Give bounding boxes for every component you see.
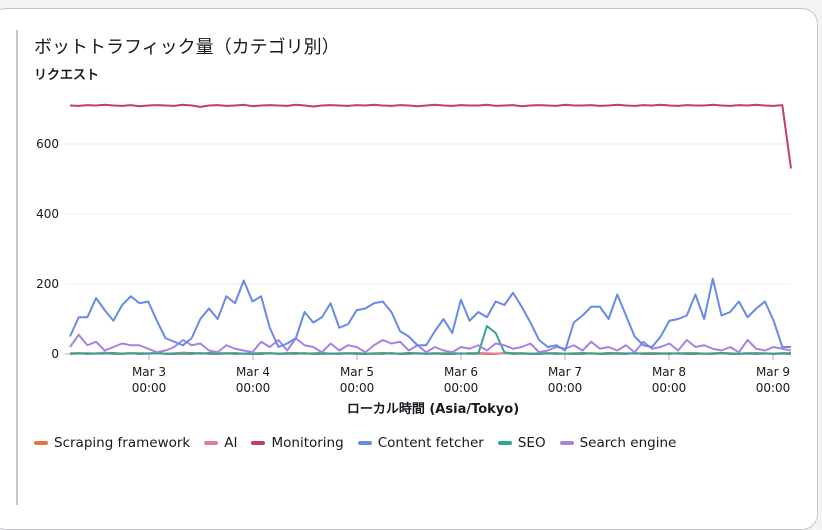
x-tick-date: Mar 3 xyxy=(132,365,166,379)
legend-label: Scraping framework xyxy=(54,435,191,451)
x-tick-time: 00:00 xyxy=(444,381,479,395)
y-axis-label: リクエスト xyxy=(34,68,100,83)
chart-title: ボットトラフィック量（カテゴリ別） xyxy=(34,37,340,58)
series-line-monitoring xyxy=(69,103,792,169)
legend-item[interactable]: Monitoring xyxy=(251,435,344,451)
legend-swatch xyxy=(357,441,372,445)
x-tick-date: Mar 6 xyxy=(444,365,478,379)
x-tick-date: Mar 8 xyxy=(652,365,686,379)
legend-label: Monitoring xyxy=(271,435,344,451)
legend-item[interactable]: Content fetcher xyxy=(357,435,484,451)
series-line-content-fetcher xyxy=(69,277,791,352)
legend-swatch xyxy=(204,441,219,445)
x-tick-time: 00:00 xyxy=(132,381,167,395)
x-tick-time: 00:00 xyxy=(652,381,687,395)
legend-label: SEO xyxy=(517,435,546,451)
x-tick-time: 00:00 xyxy=(756,381,791,395)
x-tick-time: 00:00 xyxy=(548,381,583,395)
legend-label: Search engine xyxy=(579,435,677,451)
series-line-search-engine xyxy=(69,333,792,354)
x-axis-label: ローカル時間 (Asia/Tokyo) xyxy=(347,401,519,417)
legend-item[interactable]: Scraping framework xyxy=(34,435,190,451)
legend: Scraping framework AI Monitoring Content fe… xyxy=(34,435,676,451)
legend-swatch xyxy=(497,441,512,445)
x-tick-time: 00:00 xyxy=(340,381,375,395)
legend-item[interactable]: AI xyxy=(204,435,237,451)
legend-label: AI xyxy=(224,435,238,451)
y-tick-label: 200 xyxy=(36,277,59,291)
x-tick-time: 00:00 xyxy=(236,381,271,395)
legend-swatch xyxy=(251,441,266,445)
chart-card xyxy=(0,8,818,530)
legend-swatch xyxy=(34,441,48,445)
series-line-seo xyxy=(70,325,792,355)
line-chart: 0 200 400 600 Mar 3 00:00 Mar 4 00:00 Mar 5 00:00… xyxy=(36,103,792,417)
x-tick-date: Mar 4 xyxy=(236,365,270,379)
x-tick-date: Mar 9 xyxy=(756,365,790,379)
y-tick-label: 400 xyxy=(36,207,59,221)
legend-item[interactable]: Search engine xyxy=(559,435,677,451)
y-tick-label: 600 xyxy=(36,137,59,151)
x-tick-date: Mar 5 xyxy=(340,365,374,379)
legend-item[interactable]: SEO xyxy=(497,435,546,451)
card-accent-bar xyxy=(16,30,18,505)
x-tick-date: Mar 7 xyxy=(548,365,582,379)
legend-swatch xyxy=(559,441,574,445)
y-tick-label: 0 xyxy=(51,347,59,361)
legend-label: Content fetcher xyxy=(377,435,484,451)
